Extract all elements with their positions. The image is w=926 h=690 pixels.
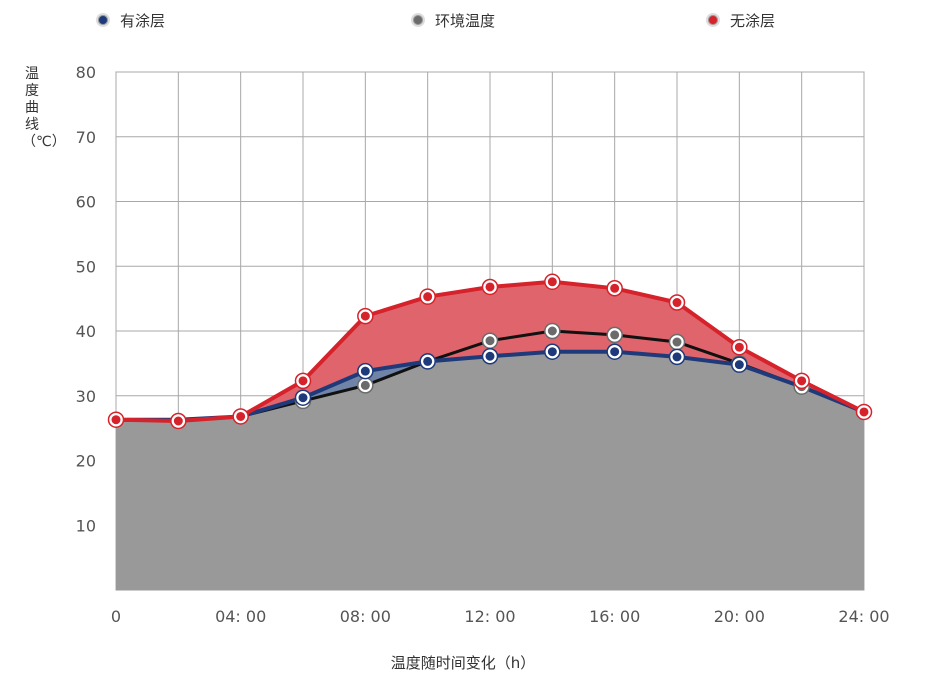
point-uncoated (422, 291, 434, 303)
x-tick-label: 0 (111, 607, 121, 626)
legend-item-ambient: 环境温度 (411, 8, 495, 32)
y-tick-label: 40 (76, 322, 96, 341)
point-uncoated (172, 415, 184, 427)
point-coated (609, 346, 621, 358)
point-uncoated (858, 406, 870, 418)
legend-marker-coated (96, 13, 110, 27)
x-tick-label: 20: 00 (714, 607, 765, 626)
point-uncoated (609, 282, 621, 294)
point-uncoated (484, 281, 496, 293)
point-coated (733, 359, 745, 371)
legend-item-coated: 有涂层 (96, 8, 165, 32)
legend-marker-ambient (411, 13, 425, 27)
point-ambient (671, 336, 683, 348)
x-tick-label: 04: 00 (215, 607, 266, 626)
y-tick-label: 10 (76, 516, 96, 535)
legend-marker-uncoated (706, 13, 720, 27)
legend-label-ambient: 环境温度 (435, 11, 496, 30)
y-tick-label: 30 (76, 387, 96, 406)
point-uncoated (297, 375, 309, 387)
legend: 有涂层 环境温度 无涂层 (0, 8, 926, 32)
x-tick-label: 12: 00 (464, 607, 515, 626)
x-tick-label: 16: 00 (589, 607, 640, 626)
point-ambient (359, 379, 371, 391)
y-tick-label: 70 (76, 128, 96, 147)
point-ambient (484, 335, 496, 347)
point-coated (422, 355, 434, 367)
y-tick-label: 20 (76, 452, 96, 471)
area-ambient (116, 351, 864, 590)
point-coated (484, 350, 496, 362)
point-uncoated (546, 276, 558, 288)
point-ambient (546, 325, 558, 337)
legend-label-coated: 有涂层 (120, 11, 166, 30)
point-coated (297, 392, 309, 404)
point-uncoated (671, 297, 683, 309)
point-coated (671, 351, 683, 363)
x-tick-label: 24: 00 (838, 607, 889, 626)
x-tick-label: 08: 00 (340, 607, 391, 626)
point-ambient (609, 329, 621, 341)
y-tick-label: 50 (76, 257, 96, 276)
y-tick-label: 60 (76, 193, 96, 212)
legend-label-uncoated: 无涂层 (730, 11, 776, 30)
point-uncoated (796, 375, 808, 387)
point-uncoated (733, 341, 745, 353)
y-tick-label: 80 (76, 63, 96, 82)
point-coated (546, 346, 558, 358)
legend-item-uncoated: 无涂层 (706, 8, 775, 32)
x-axis-title: 温度随时间变化（h） (390, 654, 536, 672)
point-uncoated (235, 410, 247, 422)
point-uncoated (359, 310, 371, 322)
point-uncoated (110, 414, 122, 426)
point-coated (359, 365, 371, 377)
